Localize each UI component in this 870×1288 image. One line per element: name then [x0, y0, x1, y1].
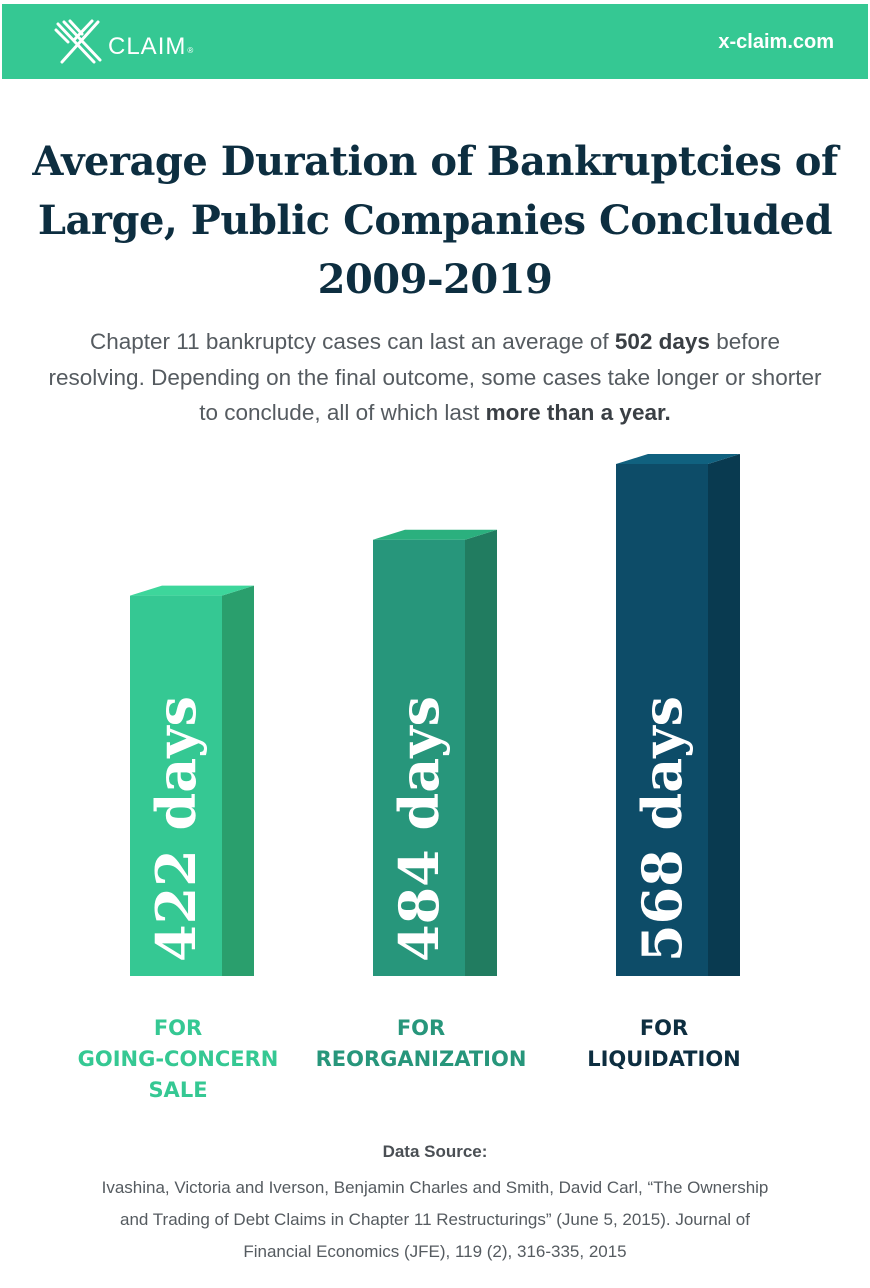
bar-top-face: [373, 529, 497, 540]
bar-data-label: 422 days: [144, 696, 208, 962]
bar-1: 422 days: [130, 585, 254, 976]
category-label-line: REORGANIZATION: [315, 1047, 527, 1071]
subtitle-text-1: Chapter 11 bankruptcy cases can last an …: [89, 329, 615, 354]
bar-chart-svg: 422 days 484 days 568 days: [130, 454, 740, 976]
logo-registered-mark: ®: [187, 45, 194, 55]
category-label-line: LIQUIDATION: [587, 1047, 741, 1071]
bar-2: 484 days: [373, 529, 497, 976]
category-label-2: FOR REORGANIZATION: [296, 1013, 546, 1075]
bar-data-label: 568 days: [630, 696, 694, 962]
category-label-line: SALE: [148, 1078, 208, 1102]
bar-front-face: [373, 539, 465, 976]
bar-side-face: [465, 529, 497, 976]
source-heading: Data Source:: [382, 1142, 488, 1161]
header-band: CLAIM ® x-claim.com: [2, 4, 868, 79]
category-label-line: GOING-CONCERN: [77, 1047, 279, 1071]
page-title: Average Duration of Bankruptcies of Larg…: [32, 138, 838, 303]
category-label-line: FOR: [639, 1016, 689, 1040]
xclaim-logo[interactable]: CLAIM ®: [54, 18, 193, 66]
bar-chart: 422 days 484 days 568 days FOR GOING-CONCER…: [0, 440, 870, 1120]
category-label-1: FOR GOING-CONCERN SALE: [53, 1013, 303, 1106]
bar-data-label: 484 days: [387, 696, 451, 962]
subtitle-bold-1: 502 days: [614, 329, 710, 354]
source-line-2: and Trading of Debt Claims in Chapter 11…: [120, 1210, 750, 1229]
bar-front-face: [616, 464, 708, 976]
category-label-3: FOR LIQUIDATION: [539, 1013, 789, 1075]
category-label-line: FOR: [396, 1016, 446, 1040]
bar-top-face: [130, 585, 254, 596]
bar-side-face: [708, 454, 740, 976]
source-line-3: Financial Economics (JFE), 119 (2), 316-…: [243, 1242, 627, 1261]
bar-3: 568 days: [616, 454, 740, 976]
bar-front-face: [130, 595, 222, 976]
source-text: Ivashina, Victoria and Iverson, Benjamin…: [30, 1172, 840, 1268]
x-logo-icon: [54, 19, 102, 64]
category-label-line: FOR: [153, 1016, 203, 1040]
logo-wordmark: CLAIM: [108, 33, 187, 60]
source-line-1: Ivashina, Victoria and Iverson, Benjamin…: [101, 1178, 769, 1197]
data-source: Data Source: Ivashina, Victoria and Iver…: [30, 1142, 840, 1268]
site-link[interactable]: x-claim.com: [718, 31, 834, 53]
bar-side-face: [222, 585, 254, 976]
subtitle: Chapter 11 bankruptcy cases can last an …: [40, 324, 830, 431]
subtitle-text-2: before resolving. Depending on the final…: [48, 329, 822, 425]
subtitle-bold-2: more than a year.: [485, 400, 671, 425]
bar-top-face: [616, 454, 740, 464]
